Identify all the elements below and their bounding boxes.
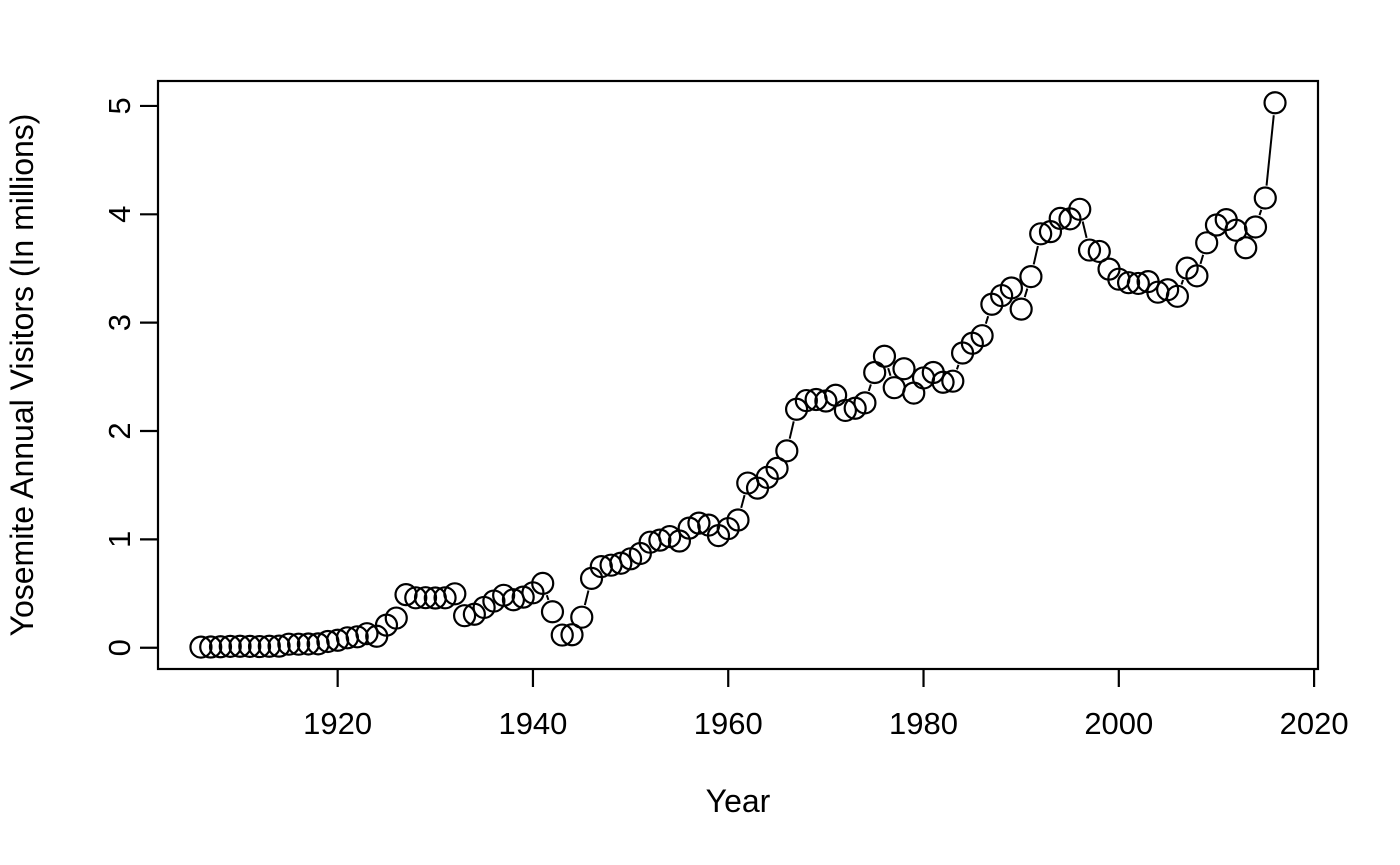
data-point xyxy=(277,632,301,656)
x-tick-label: 1960 xyxy=(694,706,763,741)
data-point xyxy=(1087,239,1111,264)
data-point xyxy=(345,625,369,649)
data-point xyxy=(433,586,457,610)
y-axis-title: Yosemite Annual Visitors (In millions) xyxy=(4,114,40,637)
y-tick-label: 0 xyxy=(102,639,137,656)
data-point xyxy=(531,571,555,595)
data-point xyxy=(1009,297,1033,321)
data-point xyxy=(872,344,897,368)
data-point xyxy=(1165,284,1189,308)
y-tick-label: 3 xyxy=(102,314,137,331)
data-point xyxy=(296,632,320,656)
x-tick-label: 1920 xyxy=(303,706,372,741)
data-point xyxy=(1126,271,1150,296)
data-point xyxy=(863,360,887,385)
data-point xyxy=(452,604,477,628)
data-point xyxy=(1185,264,1209,288)
connector-segment xyxy=(1199,254,1205,265)
data-point xyxy=(1116,271,1141,295)
connector-segment xyxy=(1180,279,1185,285)
data-point xyxy=(189,635,213,659)
data-point xyxy=(1029,222,1053,246)
data-point xyxy=(1253,186,1277,210)
y-tick-label: 5 xyxy=(102,97,137,114)
connector-segment xyxy=(788,421,795,439)
data-point xyxy=(560,623,584,647)
data-point xyxy=(1243,215,1268,239)
data-point xyxy=(384,606,408,630)
data-point xyxy=(931,370,955,394)
connector-segment xyxy=(984,315,990,325)
data-point xyxy=(443,582,467,606)
data-point xyxy=(218,634,242,658)
data-point xyxy=(208,635,233,659)
data-point xyxy=(1234,236,1258,260)
x-axis-title: Year xyxy=(706,783,771,819)
data-point xyxy=(833,398,858,423)
data-point xyxy=(648,528,672,552)
data-point xyxy=(1068,197,1092,221)
data-point xyxy=(1077,238,1102,262)
plot-box xyxy=(156,79,1320,671)
data-point xyxy=(199,635,223,659)
data-point xyxy=(775,439,799,463)
x-tick-label: 2000 xyxy=(1084,706,1153,741)
connector-segment xyxy=(1081,221,1088,239)
data-point xyxy=(267,634,291,658)
data-point xyxy=(882,376,906,400)
x-axis-ticks: 1920 1940 1960 1980 2000 2020 xyxy=(303,669,1349,741)
data-point xyxy=(1195,231,1219,255)
data-point xyxy=(1048,206,1072,231)
data-point xyxy=(355,622,379,646)
connector-segment xyxy=(1258,209,1263,216)
line-segments xyxy=(545,115,1275,606)
y-tick-label: 2 xyxy=(102,422,137,439)
connector-segment xyxy=(545,594,550,601)
x-tick-label: 1980 xyxy=(889,706,958,741)
data-points xyxy=(189,91,1287,659)
data-point xyxy=(228,634,252,658)
data-point xyxy=(540,600,565,624)
data-point xyxy=(1263,91,1287,115)
data-point xyxy=(404,586,428,610)
data-point xyxy=(941,369,965,393)
connector-segment xyxy=(1023,288,1029,298)
data-point xyxy=(765,456,789,481)
data-point xyxy=(247,634,272,659)
data-point xyxy=(892,357,916,381)
data-point xyxy=(726,508,750,532)
y-tick-label: 1 xyxy=(102,531,137,548)
connector-segment xyxy=(583,590,590,606)
data-point xyxy=(970,324,994,348)
x-tick-label: 1940 xyxy=(498,706,567,741)
connector-segment xyxy=(740,494,746,509)
connector-segment xyxy=(955,364,960,370)
data-point xyxy=(413,586,438,610)
data-point xyxy=(687,511,711,535)
data-point xyxy=(238,634,262,658)
data-point xyxy=(1019,265,1043,289)
y-tick-label: 4 xyxy=(102,206,137,223)
data-point xyxy=(853,391,877,415)
x-tick-label: 2020 xyxy=(1280,706,1349,741)
data-point xyxy=(902,381,926,405)
connector-segment xyxy=(1032,245,1039,265)
connector-segment xyxy=(887,367,892,377)
data-point xyxy=(570,605,594,629)
y-axis-ticks: 0 1 2 3 4 5 xyxy=(102,97,158,656)
connector-segment xyxy=(1265,115,1275,186)
data-point xyxy=(999,276,1024,300)
connector-segment xyxy=(867,384,872,392)
data-point xyxy=(257,634,281,658)
data-point xyxy=(794,388,818,413)
data-point xyxy=(550,623,574,647)
data-point xyxy=(287,632,311,656)
